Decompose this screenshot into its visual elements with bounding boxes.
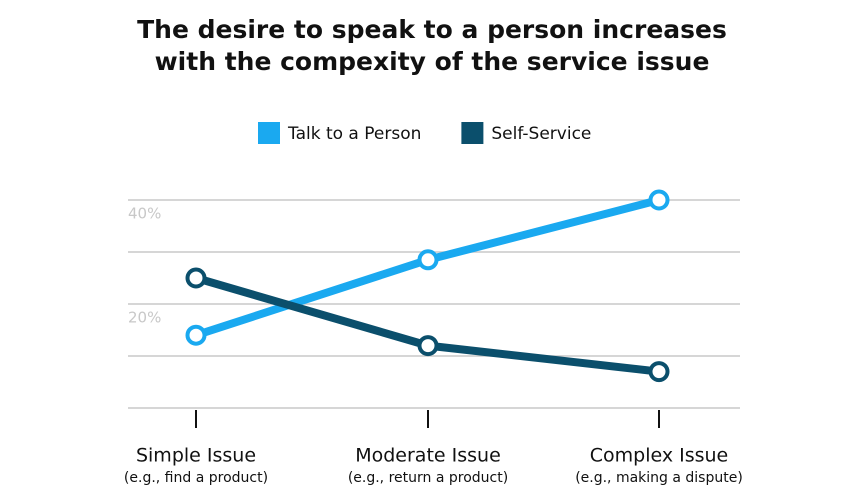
x-tick-label: Simple Issue [136, 445, 256, 467]
series-line [194, 274, 660, 376]
data-point [648, 361, 670, 383]
legend-swatch [461, 122, 484, 144]
data-point [648, 189, 670, 211]
x-tick-note: (e.g., find a product) [124, 470, 268, 486]
legend-swatch [258, 122, 280, 144]
y-tick-label: 40% [128, 205, 161, 223]
data-point [185, 267, 207, 289]
data-point [417, 249, 439, 271]
data-point [417, 335, 439, 357]
x-tick-label: Complex Issue [590, 445, 729, 467]
chart-title: with the compexity of the service issue [155, 47, 710, 76]
x-tick-note: (e.g., return a product) [348, 470, 508, 486]
chart-title: The desire to speak to a person increase… [137, 15, 727, 44]
legend-label: Self-Service [491, 124, 591, 144]
x-tick-note: (e.g., making a dispute) [575, 470, 743, 486]
legend-label: Talk to a Person [287, 124, 421, 144]
y-tick-label: 20% [128, 309, 161, 327]
x-tick-label: Moderate Issue [355, 445, 501, 467]
data-point [185, 324, 207, 346]
